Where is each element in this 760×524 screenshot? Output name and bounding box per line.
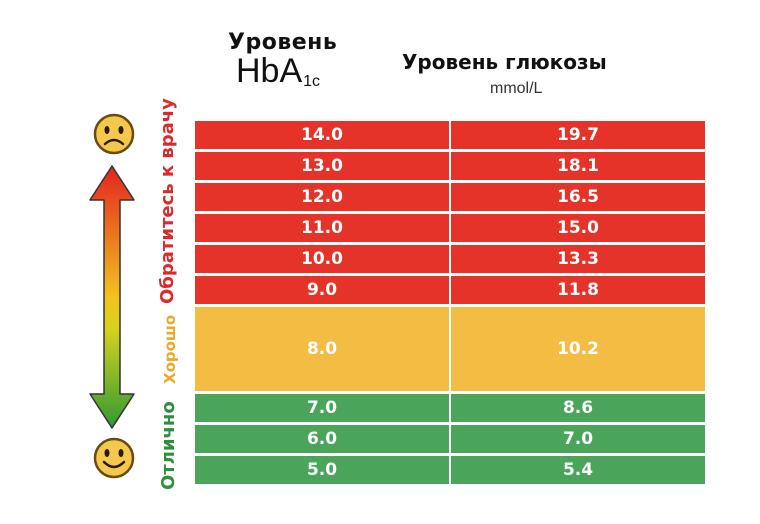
hba1c-value: 6.0 [306, 429, 338, 449]
table-row: 7.0 8.6 [195, 394, 705, 422]
glucose-value: 7.0 [449, 425, 705, 453]
table-row: 5.0 5.4 [195, 456, 705, 484]
glucose-value: 13.3 [449, 245, 705, 273]
glucose-value: 18.1 [449, 152, 705, 180]
double-arrow-icon [89, 165, 135, 429]
table-row: 8.0 10.2 [195, 307, 705, 391]
glucose-value: 5.4 [449, 456, 705, 484]
hba1c-value: 9.0 [306, 280, 338, 300]
hba1c-header-subscript: 1c [303, 73, 321, 90]
zone-label-good: Хорошо [161, 314, 179, 384]
hba1c-header-text: HbA [236, 52, 303, 90]
hba1c-value: 5.0 [306, 460, 338, 480]
table-row: 14.0 19.7 [195, 121, 705, 149]
glucose-value: 19.7 [449, 121, 705, 149]
table-row: 11.0 15.0 [195, 214, 705, 242]
table-row: 10.0 13.3 [195, 245, 705, 273]
table-row: 12.0 16.5 [195, 183, 705, 211]
hba1c-value: 13.0 [301, 156, 343, 176]
glucose-header-unit: mmol/L [490, 80, 543, 97]
hba1c-glucose-table: 14.0 19.7 13.0 18.1 12.0 16.5 11.0 15.0 10.0 13.3… [195, 121, 705, 484]
hba1c-header-label: Уровень [228, 30, 338, 55]
table-row: 9.0 11.8 [195, 276, 705, 304]
hba1c-value: 7.0 [306, 398, 338, 418]
hba1c-header: HbA1c [236, 52, 320, 91]
hba1c-value: 10.0 [301, 249, 343, 269]
sad-face-icon [93, 113, 135, 155]
hba1c-value: 12.0 [301, 187, 343, 207]
hba1c-value: 8.0 [306, 339, 338, 359]
zone-label-excellent: Отлично [158, 401, 179, 490]
glucose-value: 15.0 [449, 214, 705, 242]
glucose-value: 10.2 [449, 307, 705, 391]
hba1c-value: 11.0 [301, 218, 343, 238]
hba1c-value: 14.0 [301, 125, 343, 145]
table-row: 13.0 18.1 [195, 152, 705, 180]
zone-label-doctor: Обратитесь к врачу [157, 98, 178, 304]
glucose-header-title: Уровень глюкозы [402, 50, 607, 74]
glucose-value: 8.6 [449, 394, 705, 422]
glucose-value: 16.5 [449, 183, 705, 211]
glucose-value: 11.8 [449, 276, 705, 304]
table-row: 6.0 7.0 [195, 425, 705, 453]
happy-face-icon [93, 437, 135, 479]
